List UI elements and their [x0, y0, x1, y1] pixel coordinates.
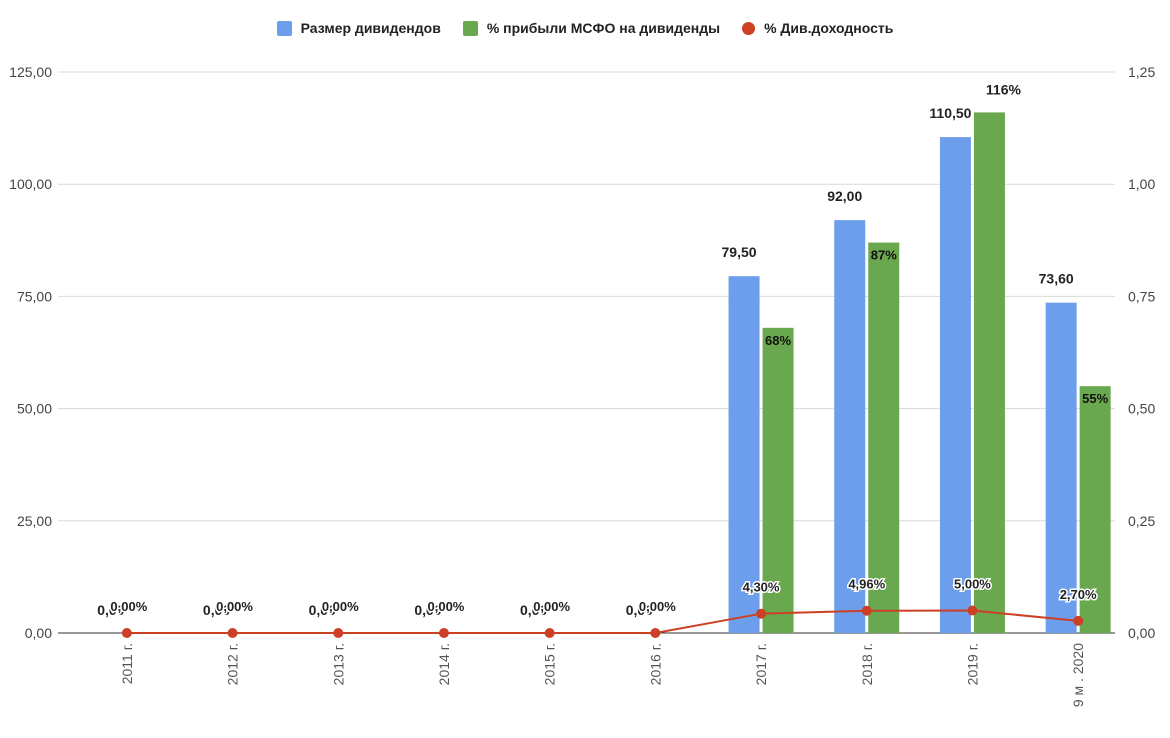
bar-payout	[973, 112, 1005, 634]
bar-payout	[868, 242, 900, 633]
bar-dividends	[939, 137, 971, 634]
y-tick-label-left: 125,00	[9, 64, 52, 80]
legend-swatch-payout	[462, 20, 478, 36]
data-label-yield: 0,00%	[639, 599, 676, 614]
data-label-payout: 68%	[765, 333, 791, 348]
x-tick-label: 9 м . 2020	[1070, 643, 1086, 707]
y-tick-label-right: 0,25	[1128, 513, 1155, 529]
data-label-yield: 2,70%	[1060, 587, 1097, 602]
legend-label-yield: % Див.доходность	[764, 20, 894, 36]
yield-point	[1073, 615, 1084, 626]
bar-dividends	[728, 276, 760, 633]
x-tick-label: 2014 г.	[436, 643, 452, 685]
yield-point	[861, 605, 872, 616]
y-tick-label-right: 0,75	[1128, 288, 1155, 304]
data-label-dividends: 79,50	[722, 244, 757, 260]
y-tick-label-right: 1,00	[1128, 176, 1155, 192]
x-tick-label: 2018 г.	[859, 643, 875, 685]
data-label-dividends: 92,00	[827, 188, 862, 204]
yield-point	[333, 628, 344, 638]
data-label-dividends: 0,00	[203, 602, 230, 618]
yield-point	[121, 628, 132, 638]
y-tick-label-left: 25,00	[17, 513, 52, 529]
y-tick-label-right: 0,50	[1128, 401, 1155, 417]
y-tick-label-left: 50,00	[17, 401, 52, 417]
data-label-dividends: 73,60	[1039, 271, 1074, 287]
legend-item-yield: % Див.доходность	[742, 20, 893, 36]
data-label-payout: 55%	[1082, 391, 1108, 406]
yield-point	[650, 628, 661, 638]
data-label-payout: 116%	[986, 81, 1022, 97]
x-tick-label: 2013 г.	[330, 643, 346, 685]
yield-point	[227, 628, 238, 638]
legend-item-payout: % прибыли МСФО на дивиденды	[462, 20, 721, 36]
x-tick-label: 2015 г.	[542, 643, 558, 685]
x-tick-label: 2011 г.	[119, 643, 135, 684]
bar-payout	[1079, 386, 1111, 633]
yield-point	[967, 605, 978, 616]
data-label-dividends: 0,00	[414, 602, 441, 618]
data-label-yield: 4,96%	[848, 577, 885, 592]
x-tick-label: 2012 г.	[225, 643, 241, 685]
legend-label-dividends: Размер дивидендов	[300, 20, 441, 36]
yield-point	[438, 628, 449, 638]
data-label-dividends: 110,50	[929, 105, 971, 121]
data-label-dividends: 0,00	[309, 602, 336, 618]
yield-point	[544, 628, 555, 638]
x-tick-label: 2017 г.	[753, 643, 769, 685]
y-tick-label-left: 0,00	[25, 625, 52, 641]
data-label-yield: 0,00%	[216, 599, 253, 614]
data-label-payout: 87%	[871, 248, 897, 263]
data-label-yield: 5,00%	[954, 577, 991, 592]
data-label-yield: 0,00%	[533, 599, 570, 614]
legend-swatch-yield	[742, 21, 756, 35]
legend-label-payout: % прибыли МСФО на дивиденды	[486, 20, 721, 36]
legend: Размер дивидендов % прибыли МСФО на диви…	[0, 20, 1170, 36]
y-tick-label-right: 0,00	[1128, 625, 1155, 641]
bar-dividends	[1045, 302, 1077, 633]
data-label-dividends: 0,00	[520, 602, 547, 618]
data-label-dividends: 0,00	[97, 602, 124, 618]
yield-point	[756, 608, 767, 619]
data-label-yield: 0,00%	[322, 599, 359, 614]
legend-swatch-dividends	[276, 20, 292, 36]
y-tick-label-right: 1,25	[1128, 64, 1155, 80]
legend-item-dividends: Размер дивидендов	[276, 20, 441, 36]
x-tick-label: 2016 г.	[647, 643, 663, 685]
x-tick-label: 2019 г.	[964, 643, 980, 685]
y-tick-label-left: 100,00	[9, 176, 52, 192]
data-label-dividends: 0,00	[626, 602, 653, 618]
data-label-yield: 4,30%	[743, 580, 780, 595]
y-tick-label-left: 75,00	[17, 288, 52, 304]
bar-dividends	[834, 220, 866, 633]
data-label-yield: 0,00%	[110, 599, 147, 614]
data-label-yield: 0,00%	[428, 599, 465, 614]
bar-payout	[762, 327, 794, 633]
yield-line	[126, 609, 1079, 634]
